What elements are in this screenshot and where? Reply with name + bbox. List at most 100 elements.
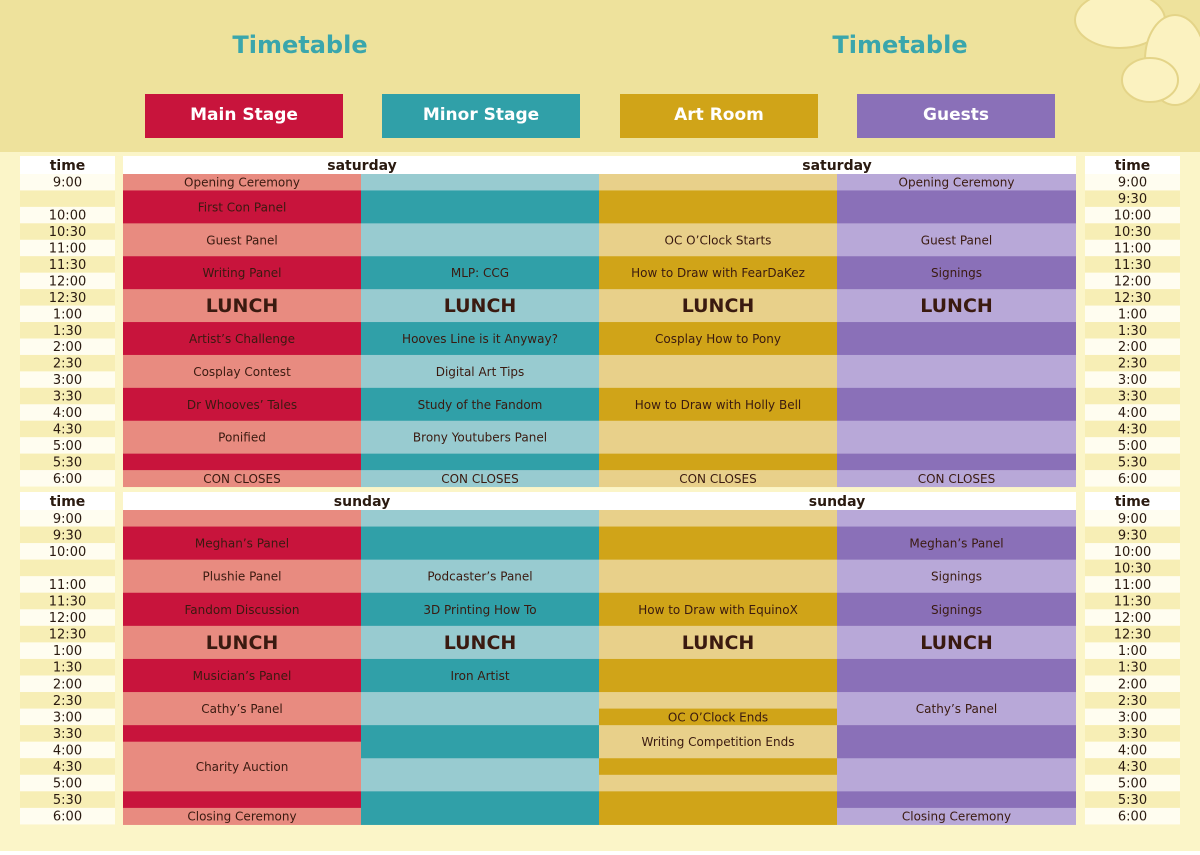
event-block [361, 420, 599, 455]
time: 3:30 [53, 390, 82, 405]
event-block [837, 322, 1076, 356]
event-block [837, 725, 1076, 759]
event-label: CON CLOSES [679, 472, 757, 486]
time: 12:30 [1114, 291, 1151, 306]
time: 10:30 [49, 225, 86, 240]
time: 6:00 [1118, 472, 1147, 487]
event-label: LUNCH [682, 632, 755, 654]
event-block [123, 725, 361, 743]
event-block [837, 387, 1076, 422]
time: 1:30 [53, 324, 82, 339]
time-row [20, 543, 115, 560]
time-row [20, 223, 115, 240]
event-block [361, 592, 599, 627]
event-label: Dr Whooves’ Tales [187, 398, 297, 412]
day-name: saturday [327, 158, 397, 174]
time-row [1085, 239, 1180, 257]
event-block [599, 470, 837, 488]
time-row [1085, 526, 1180, 544]
time: 9:30 [1118, 192, 1147, 207]
event-block [123, 256, 361, 290]
event-block [599, 559, 837, 594]
event-label: LUNCH [206, 295, 279, 317]
event-label: Artist’s Challenge [189, 332, 295, 346]
time-row [20, 741, 115, 759]
time: 6:00 [53, 472, 82, 487]
time: 2:00 [53, 340, 82, 355]
time-row [1085, 692, 1180, 709]
event-label: First Con Panel [198, 200, 287, 214]
event-block [599, 592, 837, 627]
event-label: CON CLOSES [203, 472, 281, 486]
time: 1:30 [1118, 661, 1147, 676]
time: 12:00 [1114, 274, 1151, 289]
event-block [599, 174, 837, 191]
event-block [837, 692, 1076, 726]
time: 4:00 [53, 406, 82, 421]
time: 10:00 [49, 545, 86, 560]
event-block [599, 190, 837, 224]
event-label: LUNCH [682, 295, 755, 317]
time-row [20, 272, 115, 290]
event-label: Brony Youtubers Panel [413, 431, 547, 445]
event-block [599, 774, 837, 792]
event-block [837, 807, 1076, 825]
event-block [837, 559, 1076, 594]
time: 2:30 [1118, 694, 1147, 709]
event-label: Signings [931, 603, 982, 617]
event-label: Podcaster’s Panel [427, 570, 532, 584]
event-block [361, 510, 599, 528]
time-row [20, 774, 115, 792]
time: 3:30 [1118, 727, 1147, 742]
day-name: saturday [802, 158, 872, 174]
stage-header [382, 94, 580, 138]
time-row [20, 692, 115, 709]
time-row [20, 453, 115, 471]
time-label: time [1115, 494, 1151, 510]
time: 1:30 [1118, 324, 1147, 339]
event-label: Cosplay How to Pony [655, 332, 781, 346]
time-header [20, 492, 115, 510]
event-block [361, 289, 599, 323]
time-row [1085, 559, 1180, 577]
time-row [1085, 404, 1180, 421]
time: 3:00 [53, 710, 82, 725]
event-label: Hooves Line is it Anyway? [402, 332, 558, 346]
time: 11:30 [1114, 595, 1151, 610]
time: 9:30 [1118, 528, 1147, 543]
event-label: Opening Ceremony [184, 176, 300, 190]
time: 2:00 [1118, 677, 1147, 692]
event-block [361, 470, 599, 488]
time-row [1085, 354, 1180, 372]
event-block [837, 510, 1076, 528]
event-label: How to Draw with EquinoX [638, 603, 798, 617]
time-row [1085, 305, 1180, 323]
event-block [837, 420, 1076, 455]
time-row [1085, 609, 1180, 626]
event-block [123, 190, 361, 224]
time-header [1085, 492, 1180, 510]
time-header [1085, 156, 1180, 174]
event-label: Closing Ceremony [187, 810, 296, 824]
event-block [123, 387, 361, 422]
time-row [1085, 543, 1180, 560]
time-label: time [1115, 158, 1151, 174]
event-block [361, 791, 599, 825]
time-row [1085, 322, 1180, 339]
event-block [123, 526, 361, 561]
event-label: MLP: CCG [451, 266, 509, 280]
event-block [123, 470, 361, 488]
event-block [123, 420, 361, 455]
event-block [837, 354, 1076, 389]
time-row [1085, 510, 1180, 527]
time-row [1085, 470, 1180, 487]
event-block [361, 354, 599, 389]
event-block [837, 256, 1076, 290]
day-name: sunday [809, 494, 865, 510]
event-block [123, 791, 361, 809]
time-row [1085, 453, 1180, 471]
event-block [599, 420, 837, 455]
time-row [20, 625, 115, 643]
time: 1:00 [53, 307, 82, 322]
time: 12:00 [49, 611, 86, 626]
